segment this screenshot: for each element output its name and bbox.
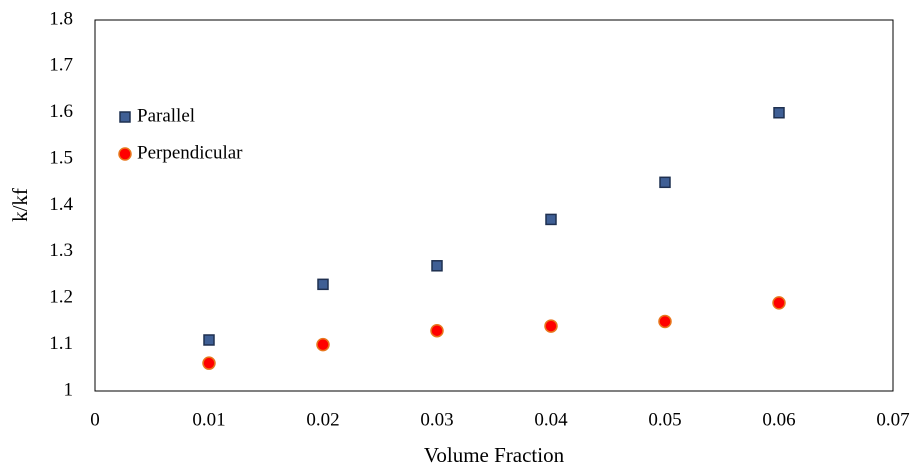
x-tick-label: 0.06	[762, 409, 795, 430]
y-tick-label: 1.6	[49, 101, 73, 122]
legend-marker	[119, 111, 131, 123]
point	[659, 176, 671, 189]
x-tick-label: 0.02	[306, 409, 339, 430]
y-tick-label: 1.3	[49, 240, 73, 261]
y-tick-label: 1.5	[49, 147, 73, 168]
x-tick-label: 0.04	[534, 409, 568, 430]
point	[773, 107, 785, 119]
x-tick-label: 0.07	[876, 409, 909, 430]
point	[317, 278, 329, 291]
x-axis-title: Volume Fraction	[424, 443, 565, 467]
y-tick-label: 1	[64, 379, 74, 400]
y-tick-label: 1.8	[49, 8, 73, 29]
y-tick-label: 1.7	[49, 55, 73, 76]
point	[772, 296, 786, 310]
point	[545, 213, 557, 226]
y-axis-title: k/kf	[8, 188, 32, 222]
point	[202, 356, 216, 370]
legend-label: Perpendicular	[137, 142, 243, 163]
point	[431, 260, 443, 272]
y-tick-label: 1.2	[49, 287, 73, 308]
x-tick-label: 0.03	[420, 409, 453, 430]
x-tick-label: 0	[90, 409, 100, 430]
x-tick-label: 0.05	[648, 409, 681, 430]
point	[658, 314, 672, 329]
y-tick-label: 1.4	[49, 194, 73, 215]
point	[430, 323, 444, 338]
point	[203, 334, 215, 346]
y-tick-label: 1.1	[49, 333, 73, 354]
legend-marker	[118, 147, 132, 161]
point	[316, 337, 330, 352]
point	[544, 319, 558, 333]
plot-frame	[94, 19, 894, 392]
legend-label: Parallel	[137, 105, 195, 126]
x-tick-label: 0.01	[192, 409, 225, 430]
